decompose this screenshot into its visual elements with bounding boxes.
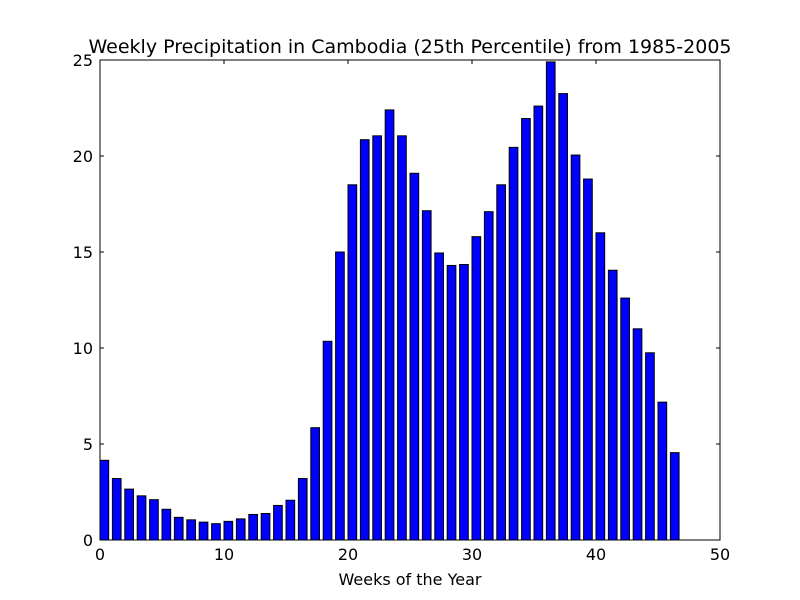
bar-week-46 <box>669 452 680 541</box>
bar-week-17 <box>310 427 320 541</box>
bar-week-13 <box>260 513 271 541</box>
y-tick-label: 25 <box>73 51 93 70</box>
bar-week-16 <box>297 478 308 541</box>
bar-week-27 <box>434 252 444 541</box>
bar-week-15 <box>285 499 296 541</box>
x-axis-label: Weeks of the Year <box>339 570 482 589</box>
x-tick-label: 30 <box>462 545 482 564</box>
bar-week-20 <box>347 184 358 541</box>
bar-week-39 <box>583 178 593 541</box>
bar-week-41 <box>607 269 618 541</box>
bar-week-35 <box>533 105 544 541</box>
bar-week-1 <box>111 478 122 541</box>
x-tick-label: 0 <box>95 545 105 564</box>
bar-week-8 <box>198 521 209 541</box>
bar-week-3 <box>136 495 147 541</box>
bar-week-18 <box>322 340 333 541</box>
bar-week-34 <box>521 118 531 541</box>
bar-week-40 <box>595 232 606 541</box>
bar-week-10 <box>223 520 234 541</box>
bar-week-12 <box>248 513 258 541</box>
bar-week-26 <box>421 210 432 541</box>
bar-week-29 <box>459 263 469 541</box>
bar-week-24 <box>397 135 407 541</box>
x-tick-label: 50 <box>710 545 730 564</box>
bar-week-42 <box>620 297 630 541</box>
bar-week-38 <box>570 154 581 541</box>
y-tick-label: 5 <box>83 435 93 454</box>
y-tick-label: 20 <box>73 147 93 166</box>
bar-week-44 <box>645 352 655 541</box>
y-tick-label: 0 <box>83 531 93 550</box>
bar-week-6 <box>173 516 184 541</box>
bar-week-9 <box>211 523 221 541</box>
bar-week-28 <box>446 264 457 541</box>
chart-title: Weekly Precipitation in Cambodia (25th P… <box>88 36 731 58</box>
y-axis-ticks: 0 5 10 15 20 25 <box>73 51 720 550</box>
bar-week-22 <box>372 135 382 541</box>
bar-week-25 <box>409 172 420 541</box>
x-tick-label: 20 <box>338 545 358 564</box>
bar-week-14 <box>273 504 283 541</box>
x-axis-ticks: 0 10 20 30 40 50 <box>95 60 730 564</box>
bar-week-37 <box>558 93 568 541</box>
bar-week-4 <box>149 499 159 541</box>
bar-week-30 <box>471 236 482 541</box>
y-tick-label: 10 <box>73 339 93 358</box>
bar-week-36 <box>545 61 556 541</box>
bar-week-33 <box>508 146 519 541</box>
bar-week-45 <box>657 401 668 541</box>
bar-week-21 <box>359 139 370 541</box>
bar-week-19 <box>335 251 345 541</box>
bar-week-7 <box>186 519 196 541</box>
plot-frame <box>99 59 721 541</box>
bar-week-32 <box>496 184 506 541</box>
y-tick-label: 15 <box>73 243 93 262</box>
x-tick-label: 10 <box>214 545 234 564</box>
bar-week-43 <box>632 328 643 541</box>
bars-group <box>99 61 680 541</box>
bar-week-0 <box>99 459 110 541</box>
bar-week-11 <box>235 518 246 541</box>
bar-week-2 <box>124 488 134 541</box>
x-tick-label: 40 <box>586 545 606 564</box>
bar-week-5 <box>161 508 172 541</box>
bar-week-31 <box>483 211 494 541</box>
bar-week-23 <box>384 109 395 541</box>
